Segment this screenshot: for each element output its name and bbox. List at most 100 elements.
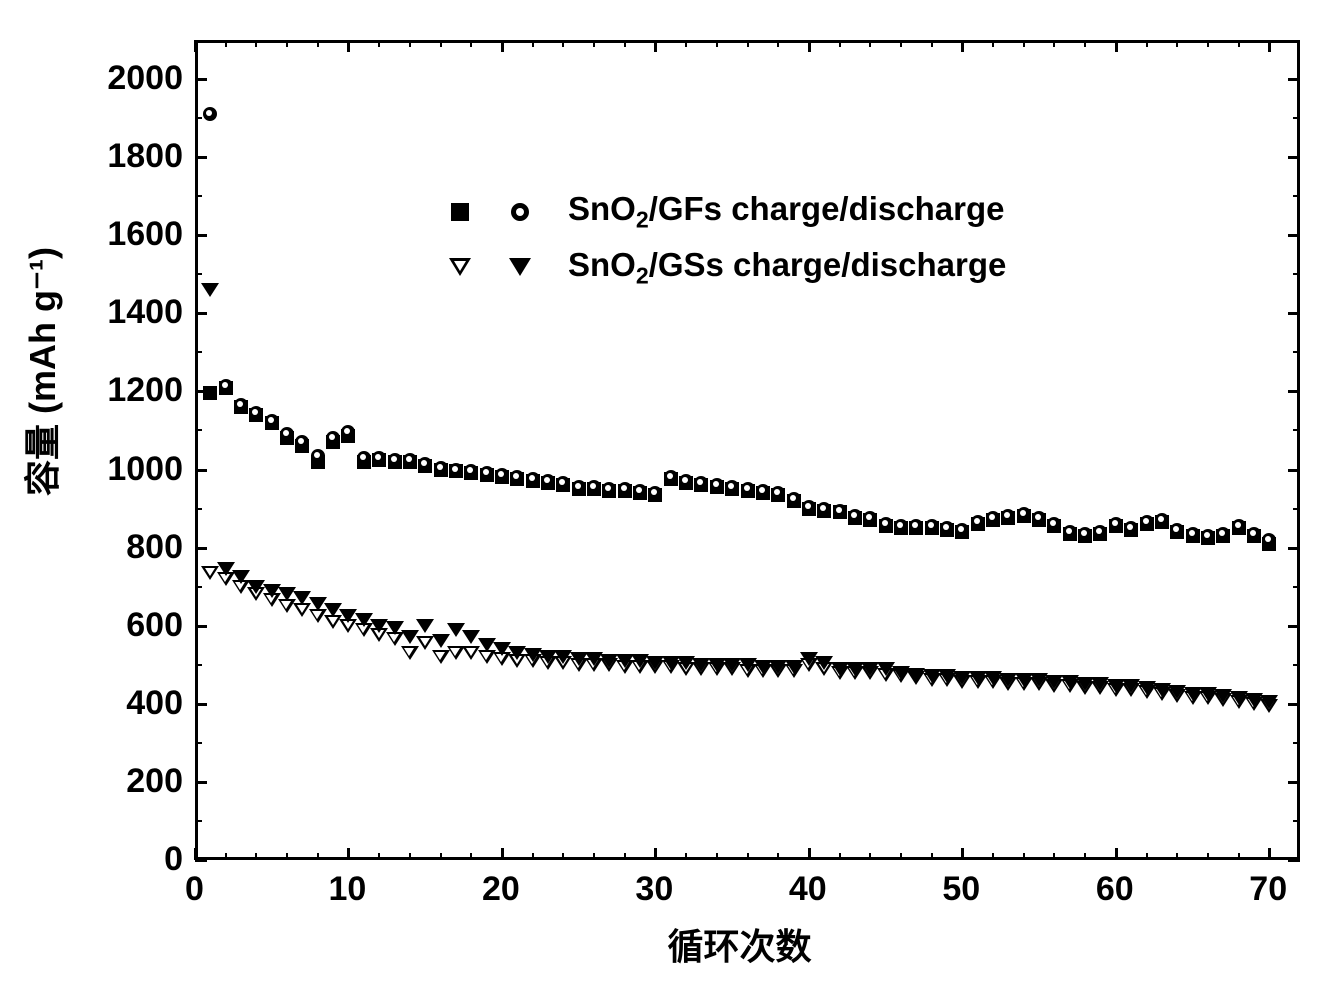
y-tick-label: 1400	[107, 293, 183, 332]
x-minor-tick	[1023, 853, 1025, 860]
x-tick-label: 70	[1249, 870, 1287, 909]
x-tick-mark	[1268, 848, 1271, 860]
x-minor-tick	[225, 40, 227, 47]
x-minor-tick	[409, 853, 411, 860]
chart-container: 容量 (mAh g⁻¹) 循环次数 SnO2/GFs charge/discha…	[0, 0, 1334, 998]
x-tick-mark	[654, 848, 657, 860]
data-point-circle	[1232, 519, 1246, 533]
x-minor-tick	[1238, 853, 1240, 860]
y-minor-tick	[1293, 664, 1300, 666]
x-minor-tick	[440, 40, 442, 47]
data-point-square	[203, 386, 217, 400]
data-point-circle	[311, 449, 325, 463]
y-tick-label: 1000	[107, 450, 183, 489]
y-axis-label: 容量 (mAh g⁻¹)	[14, 456, 66, 496]
plot-area	[195, 40, 1300, 860]
legend-entry: SnO2/GSs charge/discharge	[430, 246, 1006, 290]
x-minor-tick	[869, 853, 871, 860]
x-minor-tick	[992, 853, 994, 860]
x-minor-tick	[255, 853, 257, 860]
x-tick-label: 50	[942, 870, 980, 909]
y-minor-tick	[1293, 351, 1300, 353]
x-tick-mark	[808, 40, 811, 52]
y-tick-mark	[1288, 547, 1300, 550]
data-point-circle	[986, 511, 1000, 525]
data-point-circle	[1201, 529, 1215, 543]
y-tick-mark	[195, 469, 207, 472]
data-point-circle	[1170, 523, 1184, 537]
y-tick-mark	[1288, 625, 1300, 628]
data-point-circle	[618, 482, 632, 496]
data-point-circle	[679, 474, 693, 488]
y-minor-tick	[195, 664, 202, 666]
x-minor-tick	[992, 40, 994, 47]
y-minor-tick	[1293, 195, 1300, 197]
x-minor-tick	[839, 40, 841, 47]
legend-entry: SnO2/GFs charge/discharge	[430, 190, 1006, 234]
data-point-circle	[1001, 509, 1015, 523]
y-tick-mark	[195, 781, 207, 784]
y-tick-mark	[195, 703, 207, 706]
x-tick-label: 60	[1096, 870, 1134, 909]
x-minor-tick	[593, 40, 595, 47]
x-minor-tick	[440, 853, 442, 860]
data-point-circle	[1216, 527, 1230, 541]
x-tick-label: 30	[635, 870, 673, 909]
y-tick-mark	[1288, 156, 1300, 159]
data-point-circle	[480, 466, 494, 480]
data-point-circle	[817, 502, 831, 516]
y-tick-mark	[1288, 859, 1300, 862]
data-point-circle	[725, 480, 739, 494]
y-axis-label-text: 容量 (mAh g⁻¹)	[22, 247, 63, 496]
x-minor-tick	[1207, 40, 1209, 47]
data-point-circle	[219, 379, 233, 393]
data-point-circle	[541, 474, 555, 488]
y-minor-tick	[1293, 508, 1300, 510]
legend-text: SnO2/GFs charge/discharge	[568, 190, 1005, 234]
data-point-circle	[249, 406, 263, 420]
y-tick-label: 400	[126, 684, 183, 723]
x-tick-mark	[1115, 40, 1118, 52]
data-point-circle	[280, 427, 294, 441]
y-tick-label: 600	[126, 606, 183, 645]
data-point-circle	[434, 461, 448, 475]
y-tick-mark	[195, 547, 207, 550]
x-tick-label: 10	[328, 870, 366, 909]
y-tick-mark	[195, 625, 207, 628]
y-tick-mark	[1288, 781, 1300, 784]
y-tick-mark	[1288, 312, 1300, 315]
data-point-triangle-filled	[1260, 695, 1278, 709]
x-axis-label: 循环次数	[668, 918, 812, 970]
data-point-circle	[1078, 527, 1092, 541]
data-point-circle	[464, 464, 478, 478]
data-point-circle	[664, 470, 678, 484]
x-minor-tick	[931, 853, 933, 860]
data-point-circle	[741, 482, 755, 496]
y-minor-tick	[195, 508, 202, 510]
y-minor-tick	[195, 742, 202, 744]
x-minor-tick	[1023, 40, 1025, 47]
x-tick-mark	[1115, 848, 1118, 860]
data-point-circle	[341, 425, 355, 439]
data-point-circle	[1032, 511, 1046, 525]
y-tick-mark	[1288, 234, 1300, 237]
y-tick-mark	[1288, 469, 1300, 472]
data-point-circle	[909, 519, 923, 533]
x-tick-mark	[194, 848, 197, 860]
legend: SnO2/GFs charge/discharge SnO2/GSs charge…	[430, 190, 1006, 301]
y-tick-label: 200	[126, 762, 183, 801]
data-point-circle	[203, 107, 217, 121]
data-point-circle	[940, 521, 954, 535]
x-minor-tick	[562, 40, 564, 47]
x-minor-tick	[685, 40, 687, 47]
x-minor-tick	[900, 40, 902, 47]
x-tick-label: 20	[482, 870, 520, 909]
data-point-circle	[403, 453, 417, 467]
x-axis-label-text: 循环次数	[668, 926, 812, 967]
data-point-circle	[234, 398, 248, 412]
y-minor-tick	[195, 195, 202, 197]
x-tick-label: 0	[185, 870, 204, 909]
data-point-circle	[295, 435, 309, 449]
data-point-circle	[265, 414, 279, 428]
data-point-circle	[1262, 533, 1276, 547]
